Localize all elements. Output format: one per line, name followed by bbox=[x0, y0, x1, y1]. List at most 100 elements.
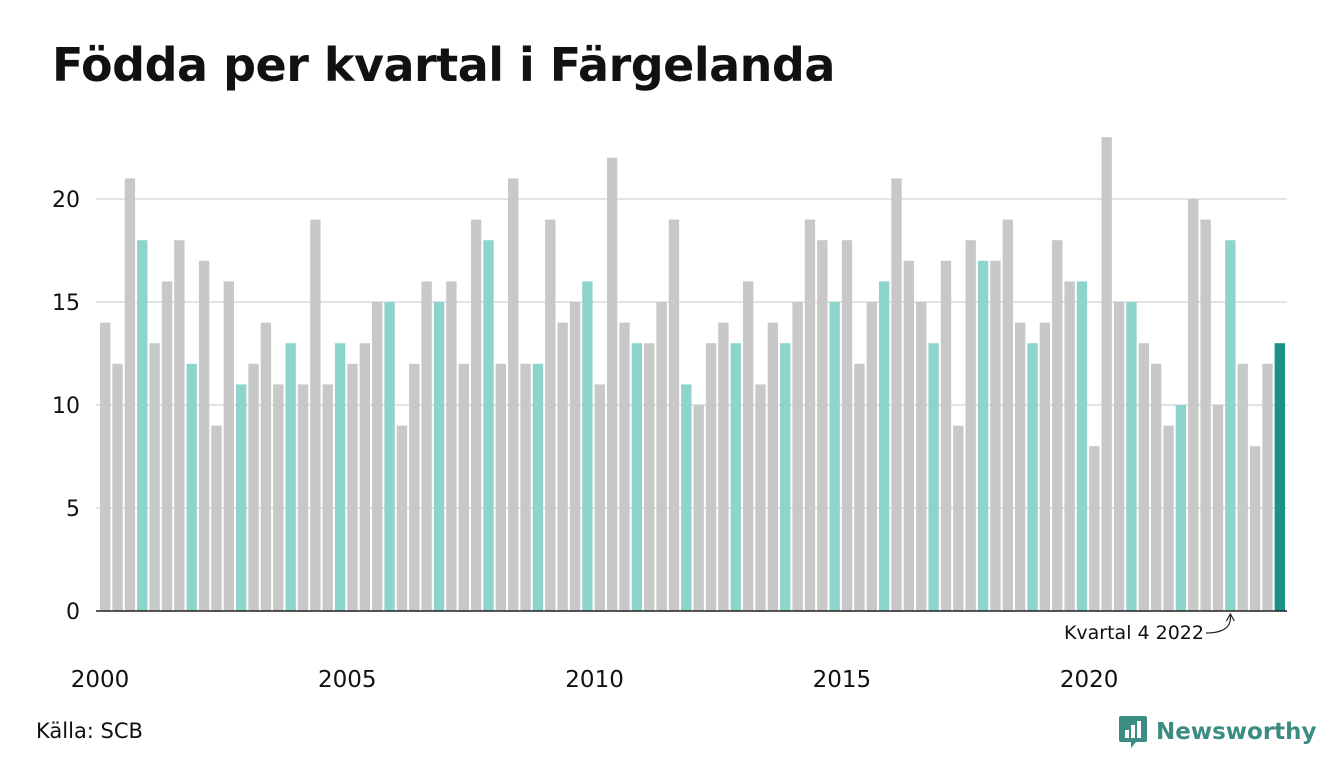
bar bbox=[495, 363, 507, 611]
bar bbox=[841, 240, 853, 611]
y-tick-label: 15 bbox=[52, 291, 80, 316]
bar bbox=[1113, 302, 1125, 611]
bar bbox=[767, 322, 779, 611]
bar bbox=[285, 343, 296, 611]
bar bbox=[446, 281, 457, 611]
bar bbox=[1200, 219, 1211, 611]
bar bbox=[161, 281, 173, 611]
bar bbox=[606, 157, 618, 612]
bar bbox=[532, 363, 544, 611]
bar bbox=[903, 260, 915, 611]
bar bbox=[124, 178, 136, 611]
x-tick-label: 2020 bbox=[1060, 667, 1119, 693]
bar bbox=[705, 343, 717, 611]
y-tick-label: 10 bbox=[52, 394, 80, 419]
bar bbox=[359, 343, 371, 611]
newsworthy-logo-icon bbox=[1119, 716, 1147, 748]
bar bbox=[1138, 343, 1149, 611]
bar bbox=[1188, 199, 1199, 611]
bar bbox=[1076, 281, 1088, 611]
annotation-arrow bbox=[1205, 614, 1232, 634]
bar bbox=[1101, 137, 1112, 611]
bar bbox=[928, 343, 939, 611]
bar bbox=[396, 425, 408, 611]
chart-title: Födda per kvartal i Färgelanda bbox=[52, 38, 835, 92]
bar bbox=[804, 219, 816, 611]
bar bbox=[384, 302, 395, 611]
bar bbox=[940, 260, 952, 611]
bar bbox=[1150, 363, 1162, 611]
bar bbox=[1225, 240, 1236, 611]
bar bbox=[1027, 343, 1038, 611]
bar bbox=[829, 302, 840, 611]
bar bbox=[681, 384, 692, 611]
bar bbox=[297, 384, 309, 611]
bar bbox=[470, 219, 482, 611]
annotation-label: Kvartal 4 2022 bbox=[1064, 622, 1204, 644]
bar bbox=[1039, 322, 1051, 611]
x-tick-label: 2000 bbox=[71, 667, 130, 693]
bar bbox=[236, 384, 247, 611]
bar bbox=[1249, 446, 1261, 611]
bar bbox=[1237, 363, 1248, 611]
bar bbox=[631, 343, 643, 611]
bar bbox=[755, 384, 766, 611]
bar bbox=[1262, 363, 1273, 611]
bar bbox=[198, 260, 210, 611]
bar bbox=[520, 363, 531, 611]
bar bbox=[322, 384, 333, 611]
bar bbox=[878, 281, 890, 611]
bar bbox=[347, 363, 358, 611]
brand-logo: Newsworthy bbox=[1118, 714, 1317, 750]
bar bbox=[742, 281, 754, 611]
bar bbox=[483, 240, 494, 611]
bar bbox=[1089, 446, 1100, 611]
bar bbox=[557, 322, 568, 611]
source-note: Källa: SCB bbox=[36, 719, 143, 743]
bar bbox=[149, 343, 160, 611]
bar bbox=[1064, 281, 1075, 611]
y-tick-label: 20 bbox=[52, 188, 80, 213]
bar bbox=[718, 322, 729, 611]
bar bbox=[433, 302, 445, 611]
bar bbox=[644, 343, 655, 611]
bar bbox=[260, 322, 272, 611]
bar bbox=[569, 302, 581, 611]
bar bbox=[273, 384, 284, 611]
bar bbox=[656, 302, 667, 611]
bar bbox=[1163, 425, 1174, 611]
bar bbox=[953, 425, 964, 611]
bar bbox=[211, 425, 222, 611]
bar bbox=[223, 281, 235, 611]
bar bbox=[137, 240, 148, 611]
bar bbox=[100, 322, 111, 611]
bar bbox=[730, 343, 741, 611]
bar bbox=[817, 240, 828, 611]
bar bbox=[112, 363, 123, 611]
bar bbox=[421, 281, 432, 611]
brand-name: Newsworthy bbox=[1156, 719, 1317, 745]
bar bbox=[186, 363, 197, 611]
bar bbox=[545, 219, 556, 611]
bar bbox=[582, 281, 593, 611]
x-tick-label: 2005 bbox=[318, 667, 377, 693]
annotation-arrowhead bbox=[1225, 612, 1235, 622]
bar bbox=[668, 219, 680, 611]
bar bbox=[1052, 240, 1063, 611]
bar bbox=[310, 219, 321, 611]
bar bbox=[990, 260, 1001, 611]
bar bbox=[977, 260, 989, 611]
y-tick-label: 0 bbox=[66, 600, 80, 625]
bar bbox=[1212, 405, 1224, 611]
bar bbox=[619, 322, 630, 611]
bar bbox=[334, 343, 346, 611]
bar bbox=[1002, 219, 1013, 611]
bar bbox=[409, 363, 420, 611]
bar bbox=[458, 363, 469, 611]
bar bbox=[891, 178, 902, 611]
y-tick-label: 5 bbox=[66, 497, 80, 522]
bar bbox=[965, 240, 976, 611]
bar bbox=[174, 240, 185, 611]
bar bbox=[854, 363, 865, 611]
